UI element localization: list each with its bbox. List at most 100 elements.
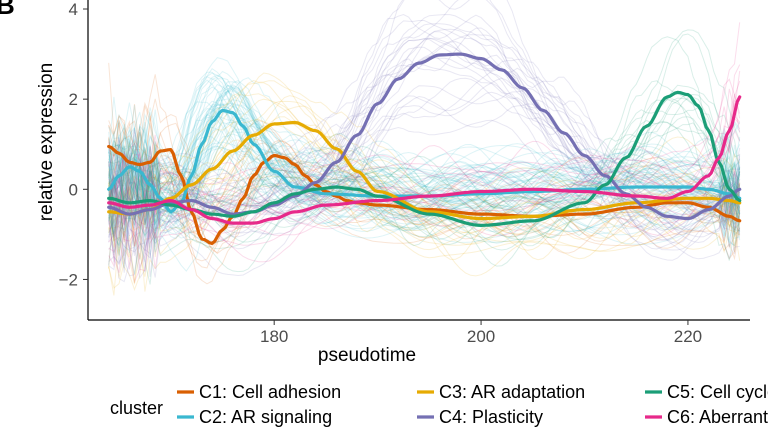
gene-trace-c3 (108, 93, 741, 245)
gene-trace-c4 (108, 37, 741, 218)
gene-trace-c3 (108, 100, 741, 289)
gene-trace-c2 (108, 108, 741, 247)
gene-trace-c2 (108, 113, 741, 239)
series-line-c5 (107, 90, 742, 227)
gene-trace-c2 (108, 143, 741, 217)
gene-trace-c3 (108, 79, 741, 260)
y-tick-label: 0 (69, 180, 78, 199)
gene-trace-c2 (108, 103, 741, 227)
gene-trace-c5 (108, 106, 740, 222)
gene-trace-c2 (108, 79, 741, 223)
y-axis-title: relative expression (36, 63, 57, 221)
axes (87, 0, 750, 321)
gene-trace-c4 (108, 27, 741, 235)
gene-trace-c2 (108, 71, 741, 237)
x-axis-title: pseudotime (318, 345, 416, 366)
gene-trace-c4 (108, 23, 741, 220)
legend-label-c5: C5: Cell cycle (667, 382, 768, 402)
x-tick-label: 200 (467, 327, 495, 346)
gene-trace-c2 (108, 83, 741, 237)
gene-trace-c5 (108, 96, 741, 239)
gene-trace-c3 (108, 98, 741, 237)
gene-trace-c2 (108, 146, 740, 236)
legend-label-c3: C3: AR adaptation (439, 382, 585, 402)
gene-trace-c4 (108, 68, 740, 245)
gene-trace-c1 (108, 118, 740, 219)
gene-trace-c2 (108, 68, 741, 233)
gene-trace-c3 (108, 139, 740, 269)
series-line-c4 (107, 52, 742, 221)
gene-trace-c3 (108, 116, 741, 258)
gene-trace-c6 (108, 128, 741, 240)
gene-trace-c2 (108, 104, 741, 242)
gene-trace-c3 (108, 173, 741, 253)
legend: cluster C1: Cell adhesion C2: AR signalin… (110, 382, 768, 427)
gene-trace-c2 (108, 88, 741, 247)
panel-label: B (0, 0, 15, 20)
legend-label-c6: C6: Aberrant diff. (667, 407, 768, 427)
gene-trace-c2 (108, 130, 741, 266)
gene-trace-c2 (108, 117, 741, 272)
gene-trace-c1 (108, 122, 741, 285)
gene-trace-c2 (108, 103, 741, 230)
series-line-c6 (107, 95, 742, 225)
gene-trace-c3 (108, 105, 741, 252)
gene-trace-c2 (108, 103, 741, 224)
gene-trace-c5 (108, 98, 740, 285)
gene-trace-c4 (108, 63, 741, 277)
series-line-c1 (107, 144, 742, 245)
gene-trace-c2 (108, 84, 741, 189)
gene-trace-c4 (108, 119, 740, 277)
y-tick-label: 2 (69, 90, 78, 109)
gene-trace-c2 (108, 74, 741, 208)
gene-trace-c2 (108, 77, 741, 229)
gene-trace-c4 (108, 0, 741, 249)
gene-trace-c2 (108, 101, 741, 211)
gene-trace-c4 (108, 13, 741, 264)
gene-trace-c2 (108, 77, 741, 208)
gene-trace-c4 (108, 34, 740, 217)
legend-label-c1: C1: Cell adhesion (199, 382, 341, 402)
gene-trace-c5 (108, 120, 741, 225)
gene-trace-c5 (108, 80, 741, 267)
gene-trace-c4 (108, 52, 741, 225)
gene-trace-c2 (108, 90, 741, 224)
gene-trace-c2 (108, 164, 741, 247)
gene-trace-c3 (108, 82, 741, 226)
gene-trace-c4 (108, 13, 741, 278)
gene-trace-c2 (108, 81, 741, 240)
gene-trace-c2 (108, 126, 741, 252)
gene-trace-c4 (108, 20, 741, 225)
gene-trace-c1 (108, 152, 741, 255)
tick-labels: 180 200 220 −2 0 2 4 (59, 0, 703, 346)
gene-trace-c3 (108, 72, 741, 261)
gene-trace-c5 (108, 36, 741, 241)
gene-trace-c2 (108, 114, 741, 204)
gene-trace-c5 (108, 119, 741, 215)
gene-trace-c4 (108, 55, 741, 256)
legend-label-c4: C4: Plasticity (439, 407, 543, 427)
x-tick-label: 220 (674, 327, 702, 346)
gene-trace-c2 (108, 99, 741, 219)
gene-trace-c2 (108, 98, 741, 236)
gene-trace-c6 (108, 99, 740, 204)
gene-trace-c5 (108, 97, 741, 238)
gene-trace-c4 (108, 28, 741, 273)
gene-trace-c5 (108, 33, 741, 237)
y-tick-label: −2 (59, 270, 78, 289)
cluster-mean-curves (107, 52, 742, 245)
gene-trace-c4 (108, 91, 741, 283)
legend-title: cluster (110, 398, 163, 418)
gene-trace-c2 (108, 126, 741, 228)
gene-trace-c1 (108, 140, 741, 262)
gene-trace-c6 (108, 80, 741, 225)
series-line-c3 (107, 121, 742, 221)
x-tick-label: 180 (260, 327, 288, 346)
gene-trace-c5 (108, 29, 741, 250)
individual-gene-traces (108, 0, 741, 296)
gene-trace-c2 (108, 145, 741, 241)
legend-label-c2: C2: AR signaling (199, 407, 332, 427)
gene-trace-c6 (108, 70, 741, 268)
gene-trace-c1 (108, 119, 741, 233)
